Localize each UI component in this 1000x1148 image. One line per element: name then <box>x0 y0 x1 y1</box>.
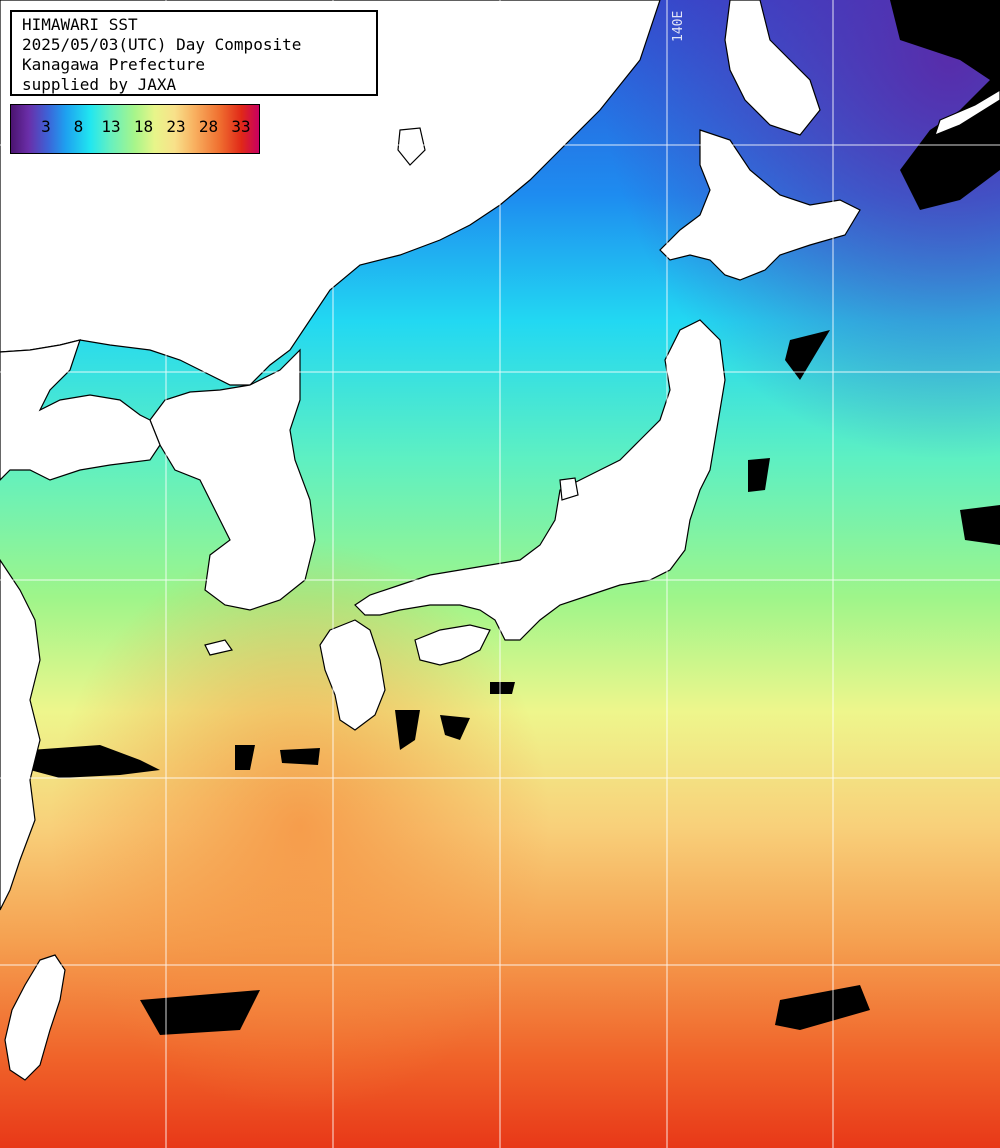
land-china-coast <box>0 339 161 481</box>
title-box: HIMAWARI SST 2025/05/03(UTC) Day Composi… <box>10 10 378 96</box>
color-scale-label: 3 <box>41 117 51 136</box>
land-sado <box>559 477 579 501</box>
land <box>0 0 1000 1081</box>
land-russia-north <box>0 0 661 386</box>
land-kyushu <box>319 619 386 731</box>
land-korea <box>149 348 316 611</box>
color-scale-label: 33 <box>231 117 251 136</box>
cloud-mask <box>30 0 1000 1035</box>
color-scale-label: 28 <box>198 117 219 136</box>
color-scale-label: 8 <box>73 117 84 136</box>
land-jeju <box>204 639 234 656</box>
longitude-label-140e: 140E <box>671 10 686 42</box>
color-scale-label: 13 <box>101 117 121 136</box>
temperature-color-scale: 3 8 13 18 23 28 33 <box>10 104 260 154</box>
color-scale-label: 23 <box>166 117 186 136</box>
land-honshu <box>354 319 726 641</box>
title-line-2: 2025/05/03(UTC) Day Composite <box>22 35 302 54</box>
land-hokkaido <box>659 129 861 281</box>
land-sakhalin <box>724 0 821 136</box>
latitude-label-40n: 40N <box>10 352 34 367</box>
land-shikoku <box>414 624 491 666</box>
land-china-east <box>0 558 41 911</box>
title-line-1: HIMAWARI SST <box>22 15 138 34</box>
land-taiwan <box>4 954 66 1081</box>
color-scale-labels: 3 8 13 18 23 28 33 <box>11 117 259 141</box>
land-kuril <box>934 89 1000 137</box>
color-scale-label: 18 <box>133 117 154 136</box>
title-line-3: Kanagawa Prefecture <box>22 55 206 74</box>
land-ulleung <box>397 127 426 166</box>
title-line-4: supplied by JAXA <box>22 75 177 94</box>
